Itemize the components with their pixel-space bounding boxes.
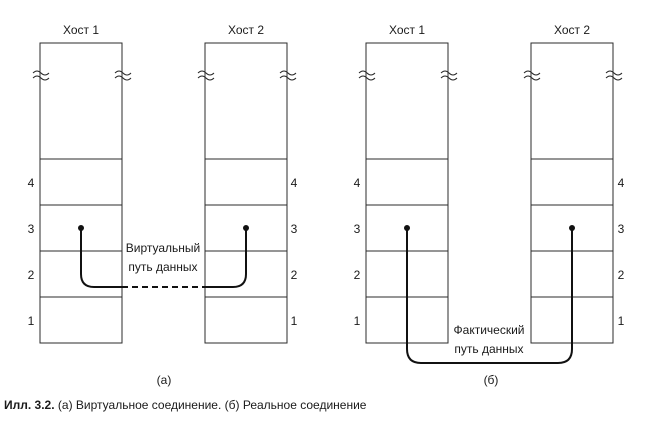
panel-b-host-2-break-right	[605, 70, 623, 81]
panel-b-host-1: Хост 1 4 3 2 1	[354, 23, 458, 344]
panel-b-label: (б)	[484, 373, 499, 387]
figure-caption-prefix: Илл. 3.2.	[4, 398, 55, 412]
panel-a-host-1-layer-1: 1	[28, 314, 35, 328]
panel-a-host-1-layer-2: 2	[28, 268, 35, 282]
panel-b-host-2-layer-1: 1	[618, 314, 625, 328]
panel-a-host-2-layer-1: 1	[291, 314, 298, 328]
panel-b-host-1-layer-2: 2	[354, 268, 361, 282]
panel-b: Хост 1 4 3 2 1 Хост 2 4 3 2 1	[354, 23, 625, 387]
panel-b-host-1-layer-1: 1	[354, 314, 361, 328]
panel-a: Хост 1 4 3 2 1 Хост 2 4 3 2 1	[28, 23, 298, 387]
panel-a-host-1-break-right	[114, 70, 132, 81]
panel-b-host-1-title: Хост 1	[389, 23, 425, 37]
panel-a-path-label-line-1: Виртуальный	[126, 241, 201, 255]
panel-a-label: (a)	[157, 373, 172, 387]
panel-a-host-2-title: Хост 2	[228, 23, 264, 37]
panel-b-host-1-stack	[365, 42, 449, 344]
panel-a-host-1-break-left	[32, 70, 50, 81]
panel-a-host-2: Хост 2 4 3 2 1	[197, 23, 298, 344]
panel-a-path-label-line-2: путь данных	[128, 260, 197, 274]
panel-b-host-1-layer-4: 4	[354, 176, 361, 190]
figure-caption-text: (а) Виртуальное соединение. (б) Реальное…	[57, 398, 367, 412]
panel-b-host-2-layer-2: 2	[618, 268, 625, 282]
panel-b-host-2-layer-4: 4	[618, 176, 625, 190]
panel-a-host-1-layer-3: 3	[28, 222, 35, 236]
panel-a-host-2-layer-2: 2	[291, 268, 298, 282]
panel-a-host-2-break-right	[279, 70, 297, 81]
panel-a-host-2-stack	[204, 42, 288, 344]
panel-b-actual-path	[406, 228, 573, 364]
panel-b-host-1-break-right	[440, 70, 458, 81]
panel-a-host-1: Хост 1 4 3 2 1	[28, 23, 132, 344]
figure-caption: Илл. 3.2. (а) Виртуальное соединение. (б…	[4, 398, 366, 412]
panel-b-path-label-line-1: Фактический	[454, 323, 525, 337]
panel-a-host-1-title: Хост 1	[63, 23, 99, 37]
panel-b-host-2-break-left	[523, 70, 541, 81]
panel-a-host-1-layer-4: 4	[28, 176, 35, 190]
panel-b-host-2: Хост 2 4 3 2 1	[523, 23, 625, 344]
panel-a-host-1-stack	[39, 42, 123, 344]
panel-b-host-1-break-left	[358, 70, 376, 81]
panel-b-path-end-dot	[569, 225, 575, 231]
panel-b-host-1-layer-3: 3	[354, 222, 361, 236]
panel-a-host-2-layer-4: 4	[291, 176, 298, 190]
panel-a-path-right-segment	[205, 228, 247, 288]
panel-a-host-2-break-left	[197, 70, 215, 81]
panel-b-path-label-line-2: путь данных	[454, 342, 523, 356]
panel-b-host-2-stack	[530, 42, 614, 344]
panel-a-path-left-segment	[80, 228, 122, 288]
panel-b-host-2-layer-3: 3	[618, 222, 625, 236]
panel-a-path-end-dot	[243, 225, 249, 231]
panel-a-host-2-layer-3: 3	[291, 222, 298, 236]
panel-b-host-2-title: Хост 2	[554, 23, 590, 37]
